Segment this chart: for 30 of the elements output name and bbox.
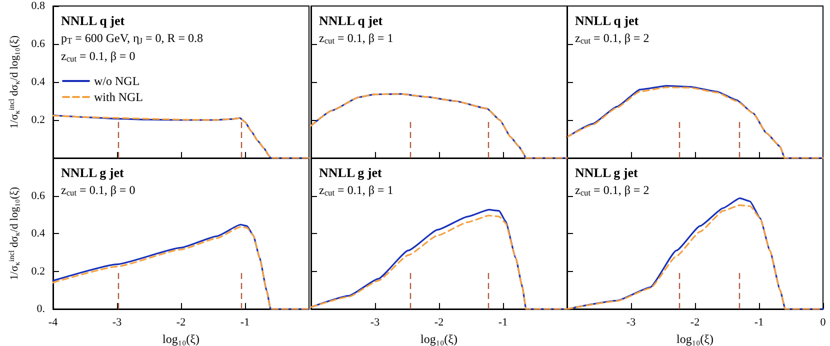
y-tick-label: 0.8 <box>31 0 46 12</box>
x-tick-label: -1 <box>240 316 250 328</box>
x-tick-label: -2 <box>176 316 186 328</box>
x-tick-label: -1 <box>498 316 508 328</box>
text: NNLL g jet <box>575 165 638 180</box>
text: NNLL q jet <box>61 13 126 28</box>
y-tick-label: 0.4 <box>31 228 46 240</box>
legend-label: w/o NGL <box>94 74 140 88</box>
y-tick-label: 0. <box>36 303 46 315</box>
x-axis-title: log₁₀(ξ) <box>676 332 714 346</box>
x-axis-title: log₁₀(ξ) <box>420 332 458 346</box>
y-tick-label: 0.2 <box>31 265 45 278</box>
x-tick-label: -4 <box>48 316 58 328</box>
x-tick-label: -1 <box>754 316 764 328</box>
x-tick-label: -2 <box>434 316 444 328</box>
y-tick-label: 0.6 <box>31 190 46 202</box>
y-tick-label: 0.6 <box>31 38 46 50</box>
x-tick-label: -3 <box>370 316 380 328</box>
legend-label: with NGL <box>94 90 143 104</box>
y-tick-label: 0.2 <box>31 114 45 126</box>
x-tick-label: -2 <box>690 316 700 328</box>
x-tick-label: 0 <box>820 316 826 328</box>
text: NNLL q jet <box>319 13 384 28</box>
text: NNLL g jet <box>319 165 382 180</box>
y-tick-label: 0.4 <box>31 76 46 88</box>
text: NNLL q jet <box>575 13 640 28</box>
x-axis-title: log₁₀(ξ) <box>162 332 200 346</box>
text: NNLL g jet <box>61 165 124 180</box>
x-tick-label: -3 <box>112 316 122 328</box>
x-tick-label: -3 <box>626 316 636 328</box>
